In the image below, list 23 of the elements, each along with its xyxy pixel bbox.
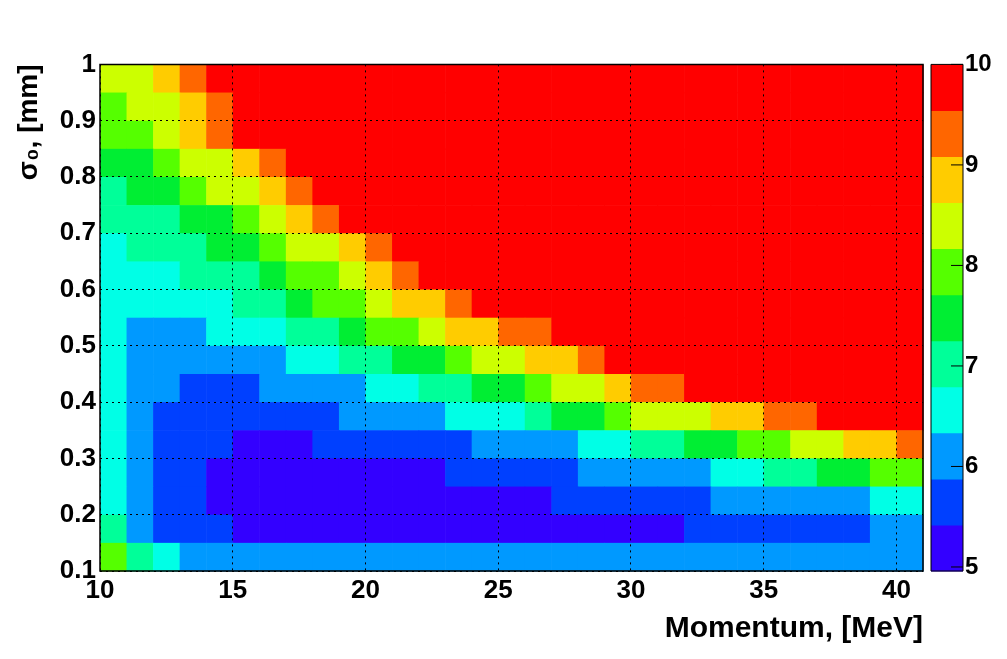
color-bar-label: 6 xyxy=(965,451,979,479)
y-tick-label: 0.4 xyxy=(59,385,97,416)
y-tick-label: 1 xyxy=(81,47,96,78)
color-bar-label: 8 xyxy=(965,250,979,278)
x-tick-label: 30 xyxy=(616,573,646,604)
y-tick-label: 0.8 xyxy=(59,160,96,191)
x-tick-label: 20 xyxy=(351,573,380,604)
color-bar-label: 9 xyxy=(965,149,979,177)
y-tick-label: 0.3 xyxy=(59,441,96,472)
color-bar-label: 5 xyxy=(965,551,979,579)
y-tick-label: 0.9 xyxy=(59,103,96,134)
x-tick-label: 35 xyxy=(749,573,779,604)
y-tick-label: 0.7 xyxy=(59,216,96,247)
color-bar-label: 7 xyxy=(965,350,979,378)
y-tick-label: 0.6 xyxy=(59,272,96,303)
y-axis-title: σ₀, [mm] xyxy=(11,64,43,181)
x-axis-title: Momentum, [MeV] xyxy=(664,610,923,644)
x-tick-label: 40 xyxy=(881,573,911,604)
y-tick-label: 0.2 xyxy=(59,497,96,528)
x-tick-label: 25 xyxy=(483,573,513,604)
color-bar-label: 10 xyxy=(965,49,992,77)
x-tick-label: 15 xyxy=(218,573,248,604)
y-tick-label: 0.5 xyxy=(59,329,96,360)
